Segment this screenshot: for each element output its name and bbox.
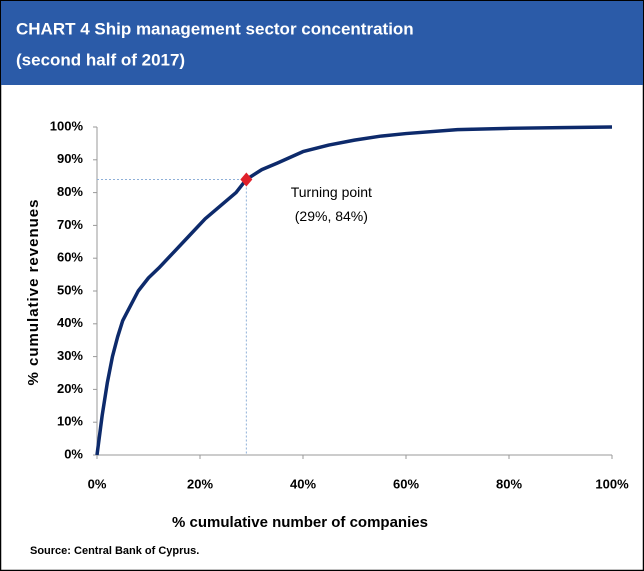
- y-tick-label: 40%: [57, 315, 83, 330]
- y-axis-label: % cumulative revenues: [25, 199, 42, 386]
- y-tick-label: 20%: [57, 381, 83, 396]
- x-tick-label: 0%: [88, 476, 107, 491]
- x-tick-label: 60%: [393, 476, 419, 491]
- y-tick-label: 10%: [57, 414, 83, 429]
- x-tick-label: 40%: [290, 476, 316, 491]
- x-tick-label: 20%: [187, 476, 213, 491]
- line-series: [95, 125, 613, 456]
- chart-subtitle: (second half of 2017): [16, 50, 185, 69]
- y-tick-label: 50%: [57, 282, 83, 297]
- x-tick-label: 80%: [496, 476, 522, 491]
- y-tick-label: 90%: [57, 151, 83, 166]
- y-tick-label: 60%: [57, 250, 83, 265]
- x-axis-label: % cumulative number of companies: [172, 514, 428, 531]
- turning-point-marker: [240, 172, 253, 187]
- annotation: (29%, 84%): [295, 208, 368, 224]
- y-tick-label: 0%: [64, 446, 83, 461]
- x-tick-label: 100%: [595, 476, 629, 491]
- chart-title: CHART 4 Ship management sector concentra…: [16, 19, 414, 38]
- y-tick-label: 100%: [50, 118, 84, 133]
- y-tick-label: 30%: [57, 348, 83, 363]
- title-bar: [1, 1, 643, 85]
- source: Source: Central Bank of Cyprus.: [30, 545, 199, 557]
- y-tick-label: 70%: [57, 217, 83, 232]
- y-tick-label: 80%: [57, 184, 83, 199]
- annotation: Turning point: [291, 184, 372, 200]
